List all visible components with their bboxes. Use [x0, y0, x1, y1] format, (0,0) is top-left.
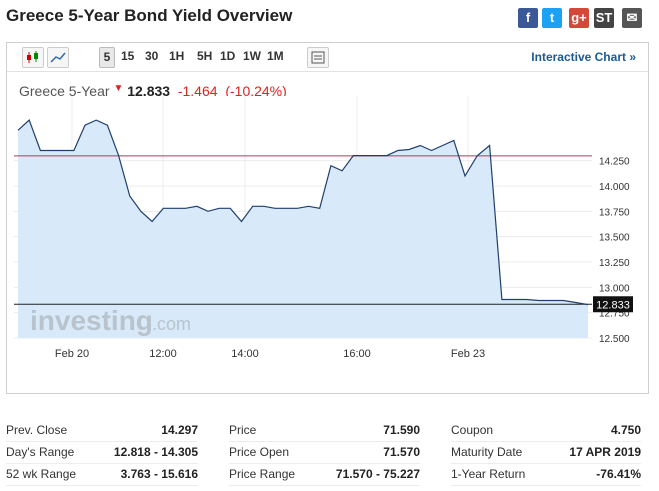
stats-label: Price Range: [229, 467, 296, 481]
price-line: [17, 119, 589, 306]
timeframe-5h[interactable]: 5H: [197, 49, 213, 63]
googleplus-icon[interactable]: g+: [569, 8, 589, 28]
price-area: [18, 120, 588, 338]
timeframe-5[interactable]: 5: [99, 47, 115, 68]
stats-value: 14.297: [161, 423, 198, 437]
stats-label: Day's Range: [6, 445, 75, 459]
email-icon[interactable]: ✉: [622, 8, 642, 28]
stats-value: 3.763 - 15.616: [120, 467, 198, 481]
investing-watermark: investing: [30, 305, 153, 336]
y-tick-label: 12.750: [599, 309, 630, 320]
stats-value: 4.750: [610, 423, 641, 437]
stats-label: 52 wk Range: [6, 467, 77, 481]
x-tick-label: 16:00: [343, 348, 371, 360]
interactive-chart-link[interactable]: Interactive Chart »: [531, 50, 636, 64]
x-tick-label: Feb 20: [55, 348, 89, 360]
stats-label: Price: [229, 423, 257, 437]
timeframe-1m[interactable]: 1M: [267, 49, 284, 63]
instrument-name: Greece 5-Year: [19, 83, 110, 99]
candlestick-icon[interactable]: [22, 47, 44, 68]
last-price: 12.833: [127, 83, 171, 99]
last-price-label: 12.833: [596, 299, 630, 311]
stats-row: Prev. Close 14.297: [6, 420, 198, 442]
stats-row: 52 wk Range 3.763 - 15.616: [6, 464, 198, 486]
timeframe-1w[interactable]: 1W: [243, 49, 261, 63]
chart-toolbar: 5 15 30 1H 5H 1D 1W 1M Interactive Chart »: [7, 43, 648, 72]
price-chart[interactable]: investing .com 14.250 14.000 13.750 13.500 13.…: [0, 0, 659, 400]
stats-row: Maturity Date 17 APR 2019: [451, 442, 641, 464]
y-tick-label: 13.250: [599, 258, 630, 269]
y-tick-label: 14.000: [599, 182, 630, 193]
timeframe-30[interactable]: 30: [145, 49, 159, 63]
settings-icon-svg: [311, 51, 325, 64]
x-tick-label: Feb 23: [451, 348, 485, 360]
stats-row: Price Range 71.570 - 75.227: [229, 464, 420, 486]
line-chart-icon[interactable]: [47, 47, 69, 68]
price-change-pct: (-10.24%): [225, 83, 287, 99]
twitter-icon[interactable]: t: [542, 8, 562, 28]
investing-watermark-suffix: .com: [152, 314, 191, 334]
stats-column: Coupon 4.750 Maturity Date 17 APR 2019 1-Yea…: [451, 420, 641, 486]
y-tick-label: 12.500: [599, 334, 630, 345]
timeframe-15[interactable]: 15: [121, 49, 135, 63]
stats-row: Coupon 4.750: [451, 420, 641, 442]
stats-value: -76.41%: [596, 467, 641, 481]
stats-label: Prev. Close: [6, 423, 68, 437]
settings-icon[interactable]: [307, 47, 329, 68]
stats-column: Price 71.590 Price Open 71.570 Price Range 71…: [229, 420, 420, 486]
stats-row: Price Open 71.570: [229, 442, 420, 464]
timeframe-1h[interactable]: 1H: [169, 49, 185, 63]
stats-row: 1-Year Return -76.41%: [451, 464, 641, 486]
stats-label: Maturity Date: [451, 445, 523, 459]
x-tick-label: 14:00: [231, 348, 259, 360]
y-tick-label: 13.750: [599, 207, 630, 218]
last-price-label-box: [593, 296, 633, 313]
stats-value: 71.570 - 75.227: [335, 467, 420, 481]
stats-column: Prev. Close 14.297 Day's Range 12.818 - 14.…: [6, 420, 198, 486]
stats-row: Day's Range 12.818 - 14.305: [6, 442, 198, 464]
y-tick-label: 13.500: [599, 233, 630, 244]
stats-label: 1-Year Return: [451, 467, 526, 481]
price-change: -1.464: [177, 83, 218, 99]
line-chart-icon-svg: [50, 52, 66, 63]
facebook-icon[interactable]: f: [518, 8, 538, 28]
stats-value: 17 APR 2019: [569, 445, 641, 459]
page-title: Greece 5-Year Bond Yield Overview: [6, 6, 293, 25]
stats-value: 71.590: [383, 423, 420, 437]
x-tick-label: 12:00: [149, 348, 177, 360]
stats-value: 71.570: [383, 445, 420, 459]
y-tick-label: 14.250: [599, 157, 630, 168]
quote-line: Greece 5-Year ▼ 12.833 -1.464 (-10.24%): [19, 83, 287, 99]
stats-value: 12.818 - 14.305: [113, 445, 198, 459]
down-arrow-icon: ▼: [113, 83, 124, 94]
stats-label: Coupon: [451, 423, 494, 437]
candlestick-icon-svg: [27, 51, 38, 63]
stats-label: Price Open: [229, 445, 290, 459]
stats-row: Price 71.590: [229, 420, 420, 442]
timeframe-1d[interactable]: 1D: [220, 49, 236, 63]
y-tick-label: 13.000: [599, 283, 630, 294]
stocktwits-icon[interactable]: ST: [594, 8, 614, 28]
